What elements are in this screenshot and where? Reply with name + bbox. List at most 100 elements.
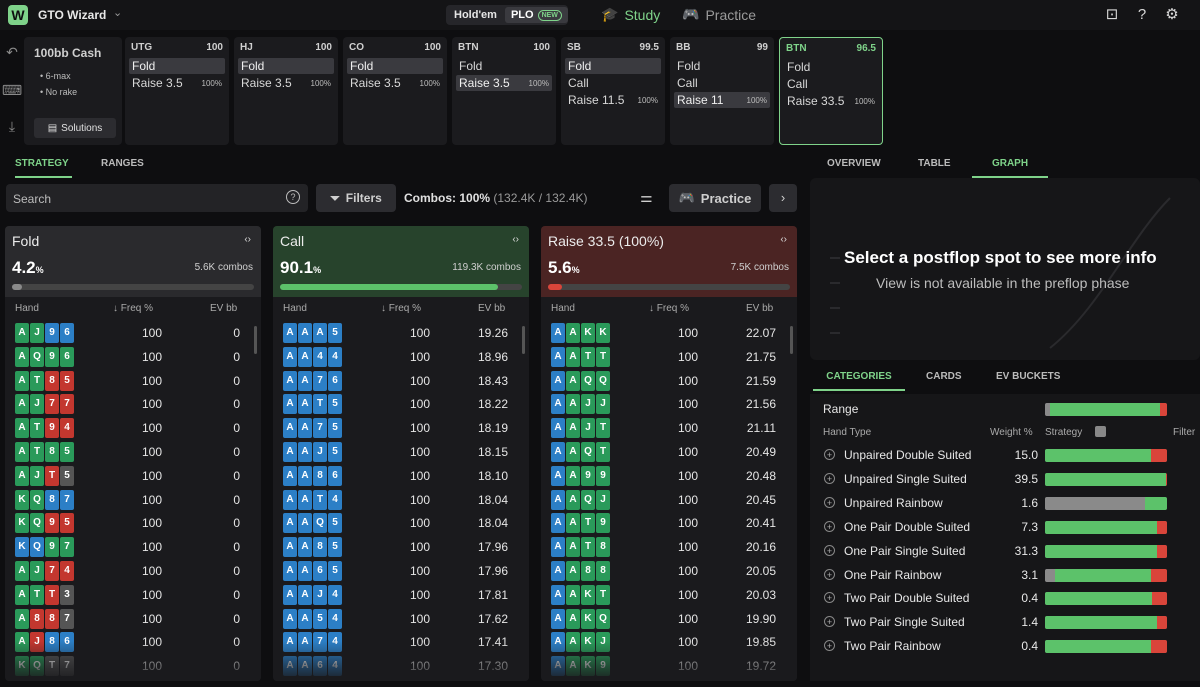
header-freq[interactable]: ↓ Freq % [113,303,154,314]
gamepad-small-icon[interactable]: ⌨ [1,82,23,98]
category-row[interactable]: + Two Pair Single Suited 1.4 [810,612,1200,634]
header-freq[interactable]: ↓ Freq % [381,303,422,314]
header-ev[interactable]: EV bb [746,303,774,314]
solutions-button[interactable]: ▤ Solutions [34,118,116,138]
scrollbar[interactable] [522,326,525,354]
hand-row[interactable]: A T T 3 100 0 [5,583,253,607]
plo-option[interactable]: PLO NEW [504,7,568,23]
sliders-icon[interactable]: ⚌ [640,189,653,205]
hand-row[interactable]: A A 8 6 100 18.10 [273,464,521,488]
hand-row[interactable]: A T 8 5 100 0 [5,440,253,464]
help-icon[interactable]: ? [1137,6,1147,23]
app-name[interactable]: GTO Wizard [38,8,107,22]
scrollbar[interactable] [254,326,257,354]
expand-plus-icon[interactable]: + [824,449,835,460]
header-ev[interactable]: EV bb [210,303,238,314]
action-option[interactable]: Fold [674,58,770,74]
hand-row[interactable]: A A J T 100 21.11 [541,416,789,440]
expand-plus-icon[interactable]: + [824,472,835,484]
hand-row[interactable]: K Q 8 7 100 0 [5,488,253,512]
hand-row[interactable]: A A T 9 100 20.41 [541,511,789,535]
undo-icon[interactable]: ↶ [6,44,18,60]
action-option[interactable]: Call [565,75,661,91]
action-option[interactable]: Raise 3.5 100% [456,75,552,91]
position-card-utg[interactable]: UTG 100 Fold Raise 3.5 100% [125,37,229,145]
expand-plus-icon[interactable]: + [824,544,835,556]
position-card-sb[interactable]: SB 99.5 Fold Call Raise 11.5 100% [561,37,665,145]
nav-study[interactable]: 🎓 Study [601,6,660,23]
position-card-co[interactable]: CO 100 Fold Raise 3.5 100% [343,37,447,145]
holdem-option[interactable]: Hold'em [454,9,497,21]
action-option[interactable]: Fold [238,58,334,74]
position-card-bb[interactable]: BB 99 Fold Call Raise 11 100% [670,37,774,145]
hand-row[interactable]: A A Q J 100 20.45 [541,488,789,512]
expand-plus-icon[interactable]: + [824,496,835,508]
hand-row[interactable]: A A 7 6 100 18.43 [273,369,521,393]
hand-row[interactable]: A J 7 7 100 0 [5,392,253,416]
tab-ranges[interactable]: RANGES [101,158,144,169]
expand-arrows-icon[interactable]: ‹› [244,234,251,245]
position-card-btn[interactable]: BTN 96.5 Fold Call Raise 33.5 100% [779,37,883,145]
hand-row[interactable]: A Q 9 6 100 0 [5,345,253,369]
hand-row[interactable]: A A K T 100 20.03 [541,583,789,607]
tab-ev-buckets[interactable]: EV BUCKETS [996,371,1061,382]
header-freq[interactable]: ↓ Freq % [649,303,690,314]
hand-row[interactable]: A J 9 6 100 0 [5,321,253,345]
nav-practice[interactable]: 🎮 Practice [682,6,756,23]
hand-row[interactable]: A A 6 5 100 17.96 [273,559,521,583]
hand-row[interactable]: A 8 8 7 100 0 [5,607,253,631]
expand-plus-icon[interactable]: + [824,568,835,580]
action-option[interactable]: Call [784,76,878,92]
action-option[interactable]: Fold [129,58,225,74]
tab-graph[interactable]: GRAPH [972,158,1048,178]
hand-row[interactable]: A A T 4 100 18.04 [273,488,521,512]
tab-cards[interactable]: CARDS [926,371,962,382]
hand-row[interactable]: A A Q T 100 20.49 [541,440,789,464]
hand-row[interactable]: A A J 4 100 17.81 [273,583,521,607]
game-switch[interactable]: Hold'em PLO NEW [446,5,568,25]
action-option[interactable]: Fold [456,58,552,74]
hand-row[interactable]: K Q 9 7 100 0 [5,535,253,559]
category-row[interactable]: + Unpaired Double Suited 15.0 [810,445,1200,467]
filters-button[interactable]: ⏷ Filters [316,184,396,212]
category-row[interactable]: + Two Pair Double Suited 0.4 [810,588,1200,610]
expand-plus-icon[interactable]: + [824,640,835,652]
hand-row[interactable]: A A T 5 100 18.22 [273,392,521,416]
hand-row[interactable]: A J T 5 100 0 [5,464,253,488]
category-row[interactable]: + Unpaired Single Suited 39.5 [810,469,1200,491]
chevron-down-icon[interactable]: ⌄ [113,7,123,19]
category-row[interactable]: + One Pair Rainbow 3.1 [810,565,1200,587]
gear-icon[interactable]: ⚙ [1165,6,1179,23]
download-icon[interactable]: ⤓ [8,118,16,134]
hand-row[interactable]: A A 7 5 100 18.19 [273,416,521,440]
hand-row[interactable]: A J 7 4 100 0 [5,559,253,583]
next-button[interactable]: › [769,184,797,212]
hand-row[interactable]: A A J J 100 21.56 [541,392,789,416]
hand-row[interactable]: A A A 5 100 19.26 [273,321,521,345]
header-weight[interactable]: Weight % [990,427,1033,438]
action-option[interactable]: Raise 3.5 100% [347,75,443,91]
hand-row[interactable]: A A T 8 100 20.16 [541,535,789,559]
category-row[interactable]: + One Pair Single Suited 31.3 [810,541,1200,563]
app-logo[interactable]: W [8,5,28,25]
expand-plus-icon[interactable]: + [824,616,835,628]
category-row[interactable]: + Two Pair Rainbow 0.4 [810,636,1200,658]
strategy-toggle-icon[interactable] [1095,426,1106,437]
header-ev[interactable]: EV bb [478,303,506,314]
action-option[interactable]: Call [674,75,770,91]
category-row[interactable]: + One Pair Double Suited 7.3 [810,517,1200,539]
search-input[interactable]: Search ? [6,184,308,212]
hand-row[interactable]: A A 8 8 100 20.05 [541,559,789,583]
expand-plus-icon[interactable]: + [824,520,835,532]
expand-arrows-icon[interactable]: ‹› [780,234,787,245]
position-card-btn[interactable]: BTN 100 Fold Raise 3.5 100% [452,37,556,145]
hand-row[interactable]: A A Q Q 100 21.59 [541,369,789,393]
action-option[interactable]: Raise 11.5 100% [565,92,661,108]
hand-row[interactable]: A A T T 100 21.75 [541,345,789,369]
action-option[interactable]: Fold [347,58,443,74]
action-option[interactable]: Raise 3.5 100% [238,75,334,91]
action-option[interactable]: Raise 3.5 100% [129,75,225,91]
position-card-hj[interactable]: HJ 100 Fold Raise 3.5 100% [234,37,338,145]
help-circle-icon[interactable]: ? [286,190,300,204]
action-option[interactable]: Fold [565,58,661,74]
